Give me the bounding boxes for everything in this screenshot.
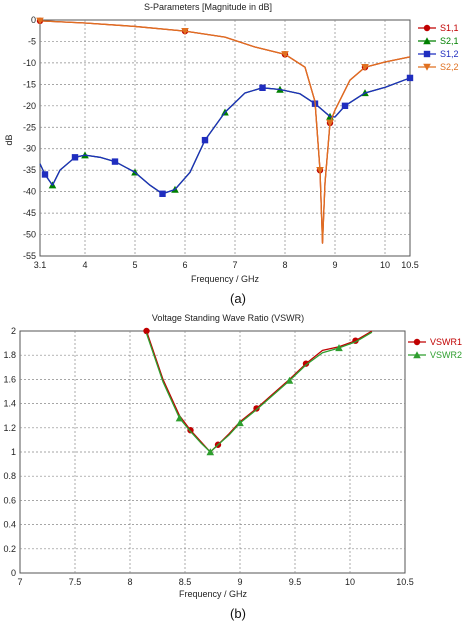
x-tick-labels: 3.1 4 5 6 7 8 9 10 10.5 — [34, 260, 419, 270]
data-point — [111, 158, 119, 165]
legend-marker — [423, 63, 431, 71]
x-tick-label: 10 — [380, 260, 390, 270]
y-axis-label: dB — [4, 134, 14, 145]
x-tick-label: 9 — [237, 577, 242, 587]
y-tick-label: -30 — [23, 144, 36, 154]
data-point — [41, 171, 49, 178]
legend-marker — [423, 50, 431, 58]
data-point — [201, 136, 209, 144]
x-tick-label: 9 — [332, 260, 337, 270]
y-tick-label: -20 — [23, 101, 36, 111]
x-tick-label: 8 — [282, 260, 287, 270]
y-tick-label: 0.6 — [3, 495, 16, 505]
data-point — [335, 344, 343, 352]
y-tick-label: -25 — [23, 122, 36, 132]
x-tick-label: 8 — [127, 577, 132, 587]
y-tick-label: 0.4 — [3, 520, 16, 530]
legend-marker — [413, 351, 421, 359]
panel-label-a: (a) — [230, 291, 246, 306]
y-tick-label: 1.2 — [3, 423, 16, 433]
data-point — [281, 51, 289, 59]
y-tick-label: -10 — [23, 58, 36, 68]
legend-label: S2,2 — [440, 62, 459, 72]
x-tick-label: 10 — [345, 577, 355, 587]
x-tick-label: 3.1 — [34, 260, 47, 270]
y-tick-label: -5 — [28, 36, 36, 46]
y-tick-label: 0 — [11, 568, 16, 578]
legend-label: VSWR1 — [430, 337, 462, 347]
y-tick-label: 1 — [11, 447, 16, 457]
data-point — [341, 102, 349, 110]
data-point — [175, 414, 184, 422]
y-tick-label: 1.6 — [3, 374, 16, 384]
data-point — [36, 17, 44, 25]
data-point — [326, 119, 334, 127]
y-tick-labels: 2 1.8 1.6 1.4 1.2 1 0.8 0.6 0.4 0.2 0 — [3, 326, 16, 578]
data-point — [285, 376, 294, 384]
y-tick-label: -15 — [23, 79, 36, 89]
y-tick-label: 0 — [31, 15, 36, 25]
panel-label-b: (b) — [230, 606, 246, 621]
x-tick-labels: 7 7.5 8 8.5 9 9.5 10 10.5 — [17, 577, 413, 587]
legend-marker — [423, 37, 431, 45]
grid-lines — [20, 331, 405, 573]
y-tick-label: 0.2 — [3, 544, 16, 554]
x-tick-label: 7 — [17, 577, 22, 587]
y-tick-label: -45 — [23, 208, 36, 218]
series-lines — [36, 17, 414, 244]
x-tick-label: 8.5 — [179, 577, 192, 587]
chart-title: Voltage Standing Wave Ratio (VSWR) — [152, 313, 304, 323]
legend-marker — [413, 338, 421, 346]
legend-label: S2,1 — [440, 36, 459, 46]
y-tick-labels: 0 -5 -10 -15 -20 -25 -30 -35 -40 -45 -50 -55 — [23, 15, 36, 261]
x-tick-label: 9.5 — [289, 577, 302, 587]
y-tick-label: -35 — [23, 165, 36, 175]
x-tick-label: 10.5 — [401, 260, 419, 270]
legend-label: VSWR2 — [430, 350, 462, 360]
data-point — [316, 166, 324, 174]
data-point — [206, 448, 215, 456]
data-point — [143, 327, 150, 335]
y-tick-label: -40 — [23, 187, 36, 197]
series-lines — [143, 327, 373, 456]
data-point — [253, 405, 260, 412]
data-point — [259, 84, 266, 91]
y-tick-label: 0.8 — [3, 471, 16, 481]
x-tick-label: 6 — [182, 260, 187, 270]
data-point — [181, 27, 189, 35]
data-point — [236, 419, 244, 427]
chart-title: S-Parameters [Magnitude in dB] — [144, 2, 272, 12]
series-s2-2 — [36, 17, 411, 244]
y-tick-label: 2 — [11, 326, 16, 336]
x-axis-label: Frequency / GHz — [179, 589, 248, 599]
y-tick-label: 1.4 — [3, 399, 16, 409]
legend: S1,1 S2,1 S1,2 S2,2 — [418, 23, 459, 72]
y-tick-label: -50 — [23, 230, 36, 240]
y-tick-label: -55 — [23, 251, 36, 261]
data-point — [361, 64, 369, 71]
legend-label: S1,1 — [440, 23, 459, 33]
x-tick-label: 4 — [82, 260, 87, 270]
x-axis-label: Frequency / GHz — [191, 274, 260, 284]
legend-label: S1,2 — [440, 49, 459, 59]
legend: VSWR1 VSWR2 — [408, 337, 462, 360]
vswr-chart: Voltage Standing Wave Ratio (VSWR) 7 7.5 8… — [3, 313, 462, 621]
series-vswr2 — [145, 331, 373, 456]
x-tick-label: 7.5 — [69, 577, 82, 587]
series-line — [39, 20, 411, 244]
legend-marker — [423, 24, 431, 32]
x-tick-label: 7 — [232, 260, 237, 270]
y-tick-label: 1.8 — [3, 350, 16, 360]
grid-lines — [40, 20, 410, 256]
x-tick-label: 10.5 — [396, 577, 414, 587]
data-point — [302, 360, 310, 367]
s-parameters-chart: S-Parameters [Magnitude in dB] 3.1 4 5 6 7 8 9… — [4, 2, 459, 306]
data-point — [71, 154, 79, 161]
data-point — [406, 74, 414, 82]
x-tick-label: 5 — [132, 260, 137, 270]
data-point — [159, 190, 166, 197]
plot-area — [39, 19, 411, 257]
